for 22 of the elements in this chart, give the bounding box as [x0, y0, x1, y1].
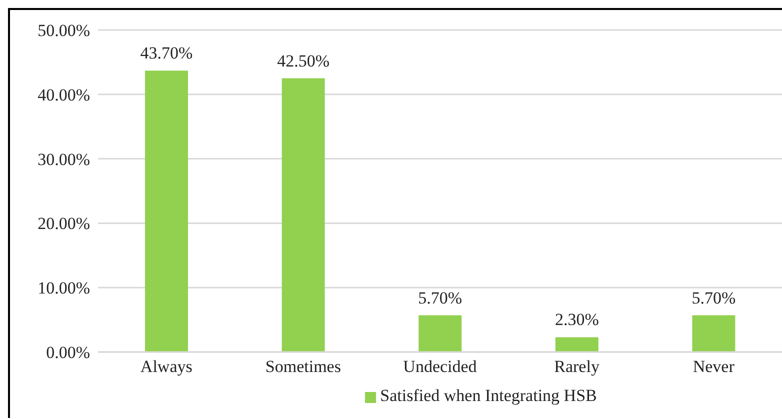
- x-tick-label: Never: [692, 357, 735, 376]
- x-tick-label: Undecided: [403, 357, 478, 376]
- bar: [145, 70, 188, 352]
- x-tick-label: Always: [140, 357, 192, 376]
- data-label: 43.70%: [140, 44, 193, 63]
- y-tick-label: 40.00%: [38, 85, 90, 104]
- y-tick-label: 20.00%: [38, 214, 90, 234]
- data-label: 2.30%: [554, 310, 599, 330]
- bar: [555, 337, 598, 352]
- bar: [282, 78, 325, 352]
- bar: [418, 315, 462, 352]
- bar: [692, 315, 736, 352]
- x-tick-label: Rarely: [554, 357, 600, 376]
- data-label: 42.50%: [277, 51, 330, 70]
- x-tick-label: Sometimes: [265, 357, 341, 376]
- data-label: 5.70%: [692, 288, 736, 308]
- data-label: 5.70%: [418, 288, 462, 308]
- y-tick-label: 10.00%: [38, 278, 90, 298]
- legend-label: Satisfied when Integrating HSB: [380, 386, 597, 405]
- y-tick-label: 30.00%: [38, 150, 90, 169]
- y-tick-label: 0.00%: [46, 343, 90, 362]
- y-tick-label: 50.00%: [38, 21, 90, 40]
